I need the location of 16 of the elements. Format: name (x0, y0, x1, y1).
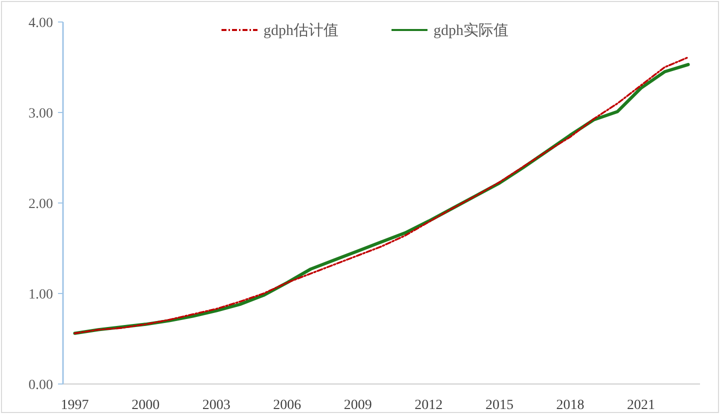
y-tick-label: 3.00 (28, 106, 53, 122)
x-tick-label: 2003 (202, 398, 230, 413)
x-tick-label: 1997 (60, 398, 89, 413)
legend-label: gdph估计值 (264, 22, 338, 39)
y-tick-label: 0.00 (28, 378, 53, 393)
x-tick-label: 2021 (627, 398, 656, 413)
x-tick-label: 2000 (132, 398, 160, 413)
x-tick-label: 2006 (273, 398, 302, 413)
x-tick-label: 2009 (344, 398, 372, 413)
legend-label: gdph实际值 (434, 22, 508, 39)
x-tick-label: 2012 (414, 398, 443, 413)
x-tick-label: 2018 (556, 398, 584, 413)
y-tick-label: 1.00 (28, 288, 53, 302)
y-tick-label: 4.00 (28, 16, 53, 31)
x-tick-label: 2015 (485, 398, 514, 413)
y-tick-label: 2.00 (28, 197, 53, 212)
